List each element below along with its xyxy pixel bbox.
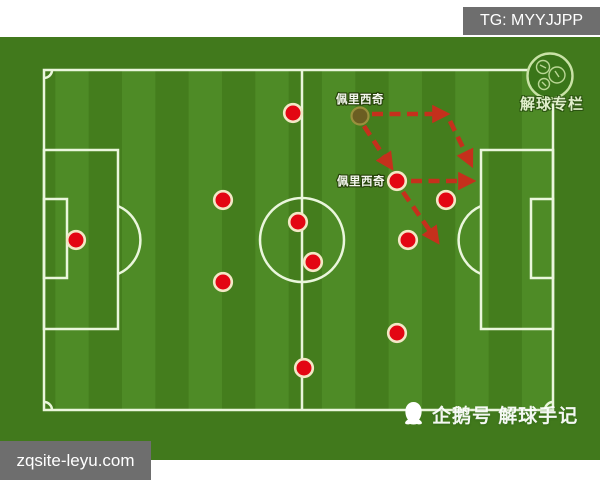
player-dot <box>386 170 408 192</box>
site-watermark: zqsite-leyu.com <box>0 441 151 480</box>
goal-box-right <box>529 197 555 280</box>
player-dot <box>293 357 315 379</box>
run-arrow <box>447 119 474 169</box>
penalty-arc-right <box>457 204 482 276</box>
player-dot <box>386 322 408 344</box>
penguin-icon <box>405 402 422 425</box>
player-dot <box>397 229 419 251</box>
logo-badge <box>526 52 574 100</box>
center-circle <box>258 196 346 284</box>
logo-title: 解球专栏 <box>519 96 584 113</box>
player-dot <box>435 189 457 211</box>
field-turf <box>44 70 553 410</box>
ghost-player-dot <box>350 106 370 126</box>
run-arrow <box>362 124 394 171</box>
logo-icon <box>526 52 574 100</box>
player-dot <box>212 189 234 211</box>
field-markings <box>42 68 555 412</box>
publisher-credit: 企鹅号 解球手记 <box>402 399 578 429</box>
publisher-credit-text: 企鹅号 解球手记 <box>432 405 579 427</box>
player-dot <box>282 102 304 124</box>
penalty-arc-left <box>117 204 142 276</box>
player-dot <box>65 229 87 251</box>
run-arrow <box>401 190 440 245</box>
run-arrows-layer <box>362 104 477 245</box>
player-dot <box>287 211 309 233</box>
players-layer <box>65 102 457 379</box>
player-dot <box>212 271 234 293</box>
player-dot <box>302 251 324 273</box>
player-label: 佩里西奇 <box>337 174 385 188</box>
player-label: 佩里西奇 <box>336 92 384 106</box>
pitch-background: 佩里西奇 佩里西奇 <box>0 37 600 460</box>
tg-watermark: TG: MYYJJPP <box>463 7 600 35</box>
